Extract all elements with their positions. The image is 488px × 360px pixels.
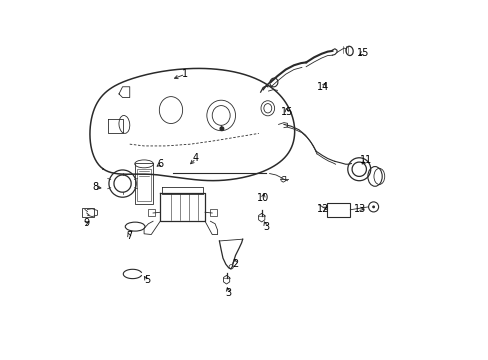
Circle shape <box>371 206 374 208</box>
Text: 12: 12 <box>316 204 328 215</box>
Text: 14: 14 <box>317 82 329 92</box>
Bar <box>137 168 151 201</box>
Text: 1: 1 <box>182 69 188 79</box>
Text: 6: 6 <box>157 159 163 169</box>
Text: 9: 9 <box>83 218 89 228</box>
Bar <box>148 210 155 216</box>
Text: 11: 11 <box>360 155 372 165</box>
Text: 10: 10 <box>257 193 269 203</box>
Text: 3: 3 <box>263 222 268 231</box>
Text: 13: 13 <box>353 204 366 214</box>
Text: 8: 8 <box>92 182 99 192</box>
Text: 7: 7 <box>125 231 132 240</box>
Text: 5: 5 <box>143 275 150 285</box>
Text: 15: 15 <box>280 107 292 117</box>
Text: 3: 3 <box>225 288 231 298</box>
Text: 2: 2 <box>232 259 238 269</box>
Circle shape <box>220 127 223 131</box>
Text: 4: 4 <box>193 153 199 163</box>
Bar <box>210 210 217 216</box>
Text: 15: 15 <box>356 48 368 58</box>
Bar <box>326 203 349 217</box>
Bar <box>135 163 153 204</box>
